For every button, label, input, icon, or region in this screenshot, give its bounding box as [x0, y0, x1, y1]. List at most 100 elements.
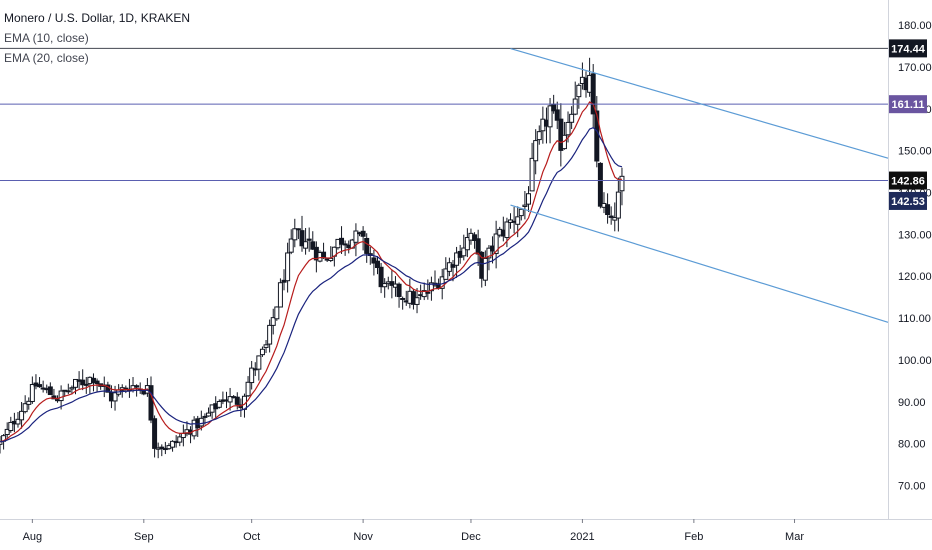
candle	[288, 229, 294, 255]
price-tick-label: 120.00	[898, 271, 932, 283]
candle	[216, 399, 222, 409]
candle	[428, 276, 434, 301]
candle	[360, 226, 366, 251]
candle	[342, 240, 348, 256]
ema20-legend[interactable]: EMA (20, close)	[4, 51, 89, 65]
ema20-line	[0, 127, 623, 443]
candle	[364, 233, 370, 263]
candle	[259, 346, 265, 357]
price-tick-label: 150.00	[898, 146, 932, 158]
candle	[26, 397, 32, 410]
candle	[414, 287, 420, 314]
price-tick-label: 90.00	[898, 397, 926, 409]
price-axis[interactable]: 70.00 80.00 90.00 100.00 110.00 120.00 130.00 1…	[888, 0, 932, 519]
candle	[321, 242, 327, 259]
candle	[19, 402, 25, 429]
candle	[274, 306, 280, 321]
trend-channel[interactable]	[510, 47, 889, 323]
price-badges: 174.44 161.11 142.86 142.53	[889, 39, 927, 210]
candle	[400, 296, 406, 310]
candle	[4, 422, 10, 438]
candle	[371, 249, 377, 276]
candle	[558, 103, 564, 167]
candle	[29, 376, 35, 404]
candle	[569, 106, 575, 130]
candle	[177, 432, 183, 447]
time-tick-label: Aug	[23, 531, 43, 543]
candle	[22, 395, 28, 414]
candle	[15, 411, 21, 428]
candle	[310, 231, 316, 251]
candle	[522, 191, 528, 220]
price-tick-label: 130.00	[898, 229, 932, 241]
time-tick-label: Feb	[684, 531, 703, 543]
candle	[608, 206, 614, 225]
candle	[547, 97, 553, 144]
candle	[425, 279, 431, 300]
candle	[270, 308, 276, 335]
candle	[47, 382, 53, 396]
candle	[612, 202, 618, 232]
candle	[518, 208, 524, 221]
candle	[90, 373, 96, 392]
channel-line[interactable]	[510, 47, 889, 159]
candle	[306, 227, 312, 252]
price-badge: 142.53	[889, 191, 927, 210]
candle	[152, 415, 158, 458]
channel-line[interactable]	[510, 204, 889, 323]
candle	[443, 257, 449, 280]
candle	[353, 223, 359, 257]
candle	[597, 162, 603, 209]
candle	[180, 424, 186, 447]
candle	[206, 407, 212, 417]
ema10-legend[interactable]: EMA (10, close)	[4, 31, 89, 45]
candle	[504, 217, 510, 248]
candle	[339, 226, 345, 254]
candle	[51, 388, 57, 400]
candle	[234, 392, 240, 410]
time-tick-label: Dec	[461, 531, 481, 543]
candle	[281, 269, 287, 291]
candle	[374, 256, 380, 275]
candle	[249, 360, 255, 390]
svg-text:174.44: 174.44	[891, 43, 926, 55]
candle	[303, 228, 309, 255]
candle	[299, 215, 305, 252]
time-tick-label: Sep	[134, 531, 154, 543]
candle	[285, 242, 291, 293]
candle	[590, 64, 596, 128]
candle	[605, 193, 611, 224]
time-tick-label: 2021	[570, 531, 594, 543]
price-tick-label: 170.00	[898, 62, 932, 74]
candle	[529, 142, 535, 192]
price-tick-label: 80.00	[898, 439, 926, 451]
candlestick-series	[0, 57, 625, 459]
time-tick-label: Nov	[353, 531, 373, 543]
candle	[396, 282, 402, 308]
candle	[148, 376, 154, 424]
candle	[8, 416, 14, 433]
symbol-title[interactable]: Monero / U.S. Dollar, 1D, KRAKEN	[4, 11, 191, 25]
time-tick-label: Mar	[785, 531, 804, 543]
candle	[65, 383, 71, 395]
candle	[198, 410, 204, 431]
candle	[292, 218, 298, 248]
candle	[464, 228, 470, 258]
candle	[389, 269, 395, 299]
candle	[615, 177, 621, 232]
svg-text:161.11: 161.11	[891, 99, 924, 111]
price-tick-label: 180.00	[898, 20, 932, 32]
candle	[37, 377, 43, 388]
svg-text:142.86: 142.86	[891, 176, 925, 188]
candle	[241, 393, 247, 418]
candle	[227, 387, 233, 411]
candle	[170, 440, 176, 452]
price-tick-label: 110.00	[898, 313, 931, 325]
candle	[83, 376, 89, 394]
time-axis[interactable]: Aug Sep Oct Nov Dec 2021 Feb Mar	[0, 519, 932, 543]
svg-text:142.53: 142.53	[891, 196, 925, 208]
horizontal-levels[interactable]	[0, 47, 888, 182]
price-badge: 174.44	[889, 39, 927, 58]
ema-series	[0, 101, 623, 443]
